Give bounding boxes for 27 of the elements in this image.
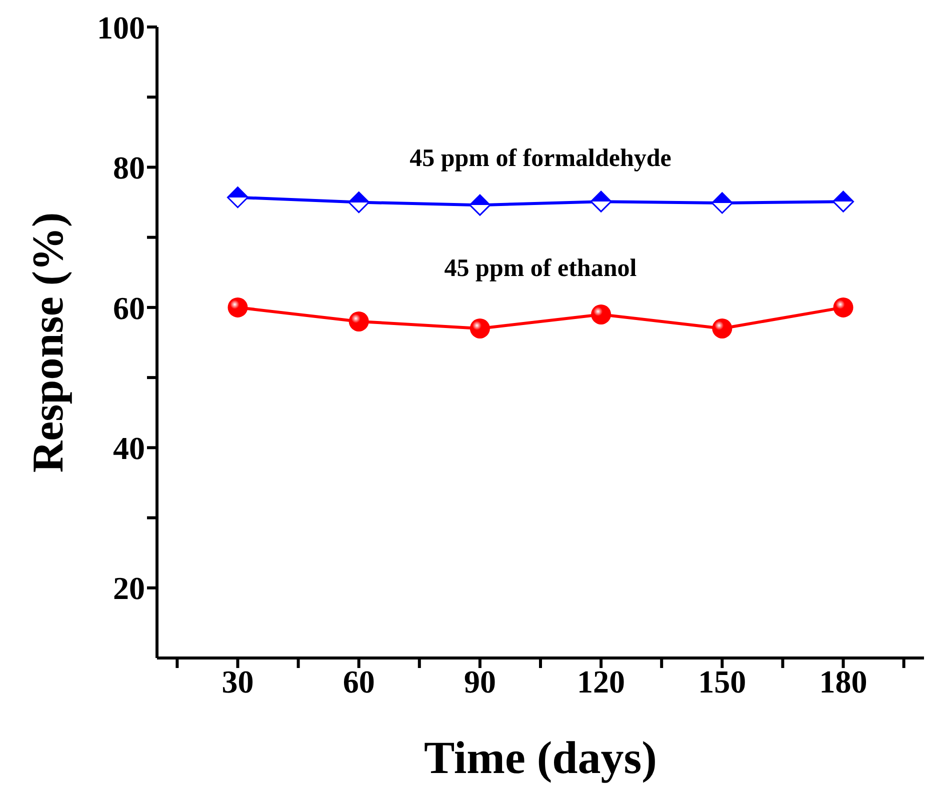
x-tick-label: 90 <box>464 664 496 700</box>
y-tick-label: 100 <box>97 9 145 46</box>
point <box>470 318 490 338</box>
y-tick-label: 60 <box>113 290 145 326</box>
point <box>348 192 370 214</box>
x-tick-label: 120 <box>577 664 626 700</box>
x-tick-label: 30 <box>222 664 254 700</box>
x-tick-label: 180 <box>819 664 868 700</box>
point <box>711 192 733 214</box>
y-tick-label: 80 <box>113 150 145 186</box>
point <box>712 318 732 338</box>
point <box>228 297 248 318</box>
point <box>348 311 369 332</box>
point <box>469 194 491 216</box>
series-label: 45 ppm of ethanol <box>443 255 638 284</box>
x-tick-label: 60 <box>342 664 375 700</box>
x-axis-title: Time (days) <box>424 732 657 783</box>
point <box>226 186 248 208</box>
point <box>591 304 612 324</box>
point <box>833 297 854 318</box>
y-tick-label: 20 <box>113 570 145 606</box>
y-axis-title: Response (%) <box>24 212 73 473</box>
y-tick-label: 40 <box>113 430 145 466</box>
x-tick-label: 150 <box>698 664 746 700</box>
point <box>832 190 854 212</box>
point <box>590 190 612 212</box>
series-label: 45 ppm of formaldehyde <box>408 145 672 174</box>
